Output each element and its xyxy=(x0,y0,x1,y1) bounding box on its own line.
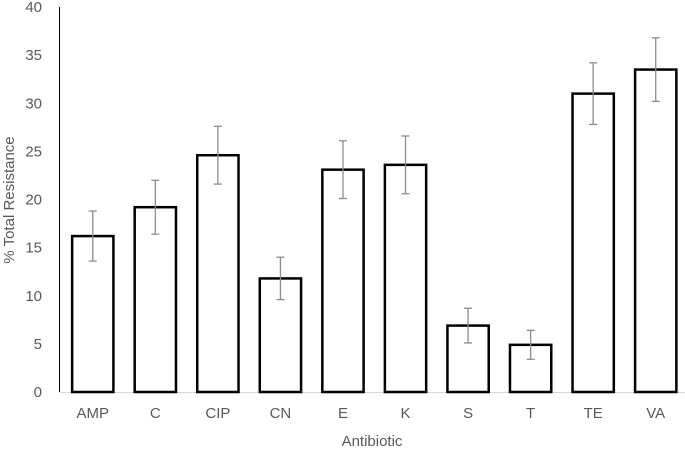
x-tick-label: CIP xyxy=(205,405,230,422)
error-bar xyxy=(464,307,473,344)
y-tick-label: 20 xyxy=(25,192,42,209)
y-tick-label: 10 xyxy=(25,288,42,305)
y-tick-label: 40 xyxy=(25,0,42,16)
y-tick-label: 15 xyxy=(25,240,42,257)
x-tick-label: T xyxy=(526,405,535,422)
y-axis-ticks: 0 5 10 15 20 25 30 35 40 xyxy=(25,0,42,401)
x-axis-labels: AMP C CIP CN E K S T TE VA xyxy=(77,405,666,422)
y-tick-label: 0 xyxy=(34,384,42,401)
x-tick-label: S xyxy=(463,405,473,422)
bar-te xyxy=(571,92,616,394)
error-bar xyxy=(401,135,410,195)
x-axis-title: Antibiotic xyxy=(342,433,403,450)
x-tick-label: K xyxy=(401,405,411,422)
error-bar xyxy=(276,256,285,301)
error-bar xyxy=(151,179,160,235)
bars xyxy=(70,37,678,394)
error-bar xyxy=(213,125,222,185)
error-bar xyxy=(526,329,535,360)
y-tick-label: 5 xyxy=(34,336,42,353)
y-tick-label: 35 xyxy=(25,47,42,64)
x-tick-label: C xyxy=(150,405,161,422)
x-tick-label: CN xyxy=(270,405,292,422)
bar-e xyxy=(321,168,365,394)
y-axis-title: % Total Resistance xyxy=(1,136,18,263)
bar-c xyxy=(133,205,178,394)
x-tick-label: AMP xyxy=(77,405,110,422)
bar-va xyxy=(633,68,678,394)
x-tick-label: TE xyxy=(584,405,603,422)
error-bar xyxy=(338,140,347,200)
bar-amp xyxy=(70,234,115,394)
bar-cip xyxy=(195,153,240,394)
y-tick-label: 25 xyxy=(25,143,42,160)
x-tick-label: VA xyxy=(646,405,665,422)
x-tick-label: E xyxy=(338,405,348,422)
error-bar xyxy=(651,37,660,102)
bar-k xyxy=(383,163,428,394)
y-tick-label: 30 xyxy=(25,95,42,112)
error-bar xyxy=(589,62,598,126)
error-bar xyxy=(88,210,97,262)
